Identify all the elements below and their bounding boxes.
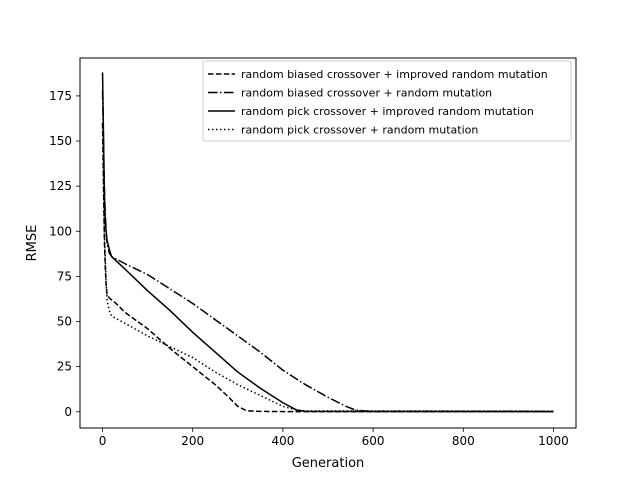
series-line-4 <box>101 122 554 412</box>
series-line-3 <box>101 72 554 413</box>
x-tick-label: 200 <box>181 434 204 448</box>
y-tick-label: 100 <box>49 224 72 238</box>
x-axis-label: Generation <box>292 456 365 471</box>
plot-frame <box>79 57 577 429</box>
y-tick-label: 0 <box>64 405 72 419</box>
legend-entry-label: random pick crossover + improved random … <box>241 105 534 118</box>
y-tick-label: 50 <box>57 315 72 329</box>
x-tick-label: 600 <box>362 434 385 448</box>
x-tick-label: 800 <box>452 434 475 448</box>
legend-entry-label: random biased crossover + random mutatio… <box>241 87 492 100</box>
series-line-1 <box>101 122 554 413</box>
y-tick-label: 75 <box>57 269 72 283</box>
legend: random biased crossover + improved rando… <box>202 60 572 142</box>
y-tick-label: 150 <box>49 134 72 148</box>
y-tick-label: 175 <box>49 89 72 103</box>
x-tick-label: 400 <box>271 434 294 448</box>
y-tick-label: 25 <box>57 360 72 374</box>
x-tick-label: 1000 <box>538 434 569 448</box>
legend-entry-label: random pick crossover + random mutation <box>241 124 478 137</box>
legend-box <box>202 60 572 142</box>
x-tick-label: 0 <box>99 434 107 448</box>
y-axis-label: RMSE <box>25 225 40 262</box>
y-tick-label: 125 <box>49 179 72 193</box>
legend-entry-label: random biased crossover + improved rando… <box>241 68 548 81</box>
